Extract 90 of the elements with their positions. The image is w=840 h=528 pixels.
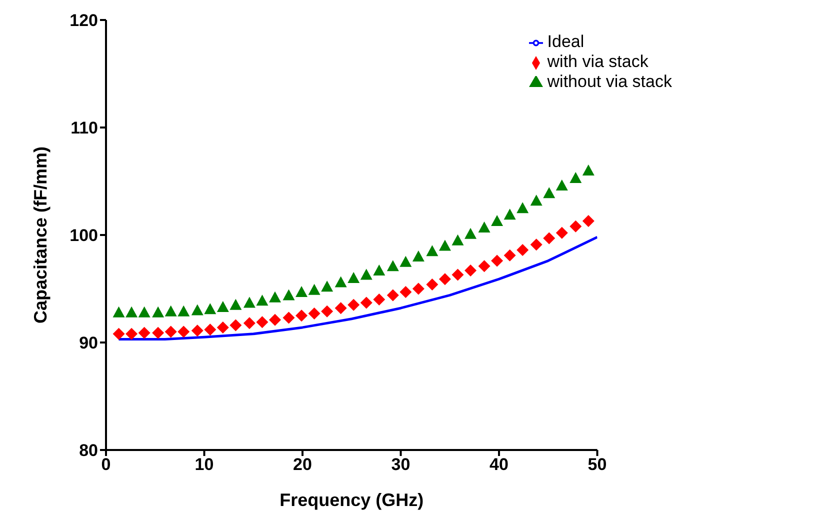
point xyxy=(308,307,320,320)
point xyxy=(464,228,477,239)
point xyxy=(216,321,229,334)
point xyxy=(321,305,334,318)
point xyxy=(296,286,308,297)
point xyxy=(296,310,308,322)
point xyxy=(243,317,256,330)
point xyxy=(570,172,582,184)
point xyxy=(478,221,490,232)
point xyxy=(164,305,177,316)
point xyxy=(334,302,347,314)
point xyxy=(282,312,295,324)
point xyxy=(308,284,320,295)
point xyxy=(178,326,190,338)
y-tick-label: 90 xyxy=(79,334,98,353)
point xyxy=(164,326,177,338)
point xyxy=(491,215,504,226)
x-tick-label: 10 xyxy=(194,455,214,474)
point xyxy=(268,291,281,302)
y-tick-label: 80 xyxy=(79,441,98,460)
x-axis-title: Frequency (GHz) xyxy=(280,490,424,510)
point xyxy=(126,328,138,340)
legend-label: without via stack xyxy=(547,72,672,91)
point xyxy=(386,260,399,272)
point xyxy=(138,306,150,318)
point xyxy=(256,316,268,328)
point xyxy=(204,303,216,314)
point xyxy=(360,268,372,280)
point xyxy=(570,220,582,232)
point xyxy=(530,194,542,206)
point xyxy=(178,305,190,316)
point xyxy=(268,314,281,326)
x-tick-label: 30 xyxy=(391,455,410,474)
point xyxy=(152,326,164,339)
point xyxy=(112,328,125,340)
point xyxy=(373,264,386,276)
point xyxy=(543,187,556,198)
point xyxy=(138,326,150,339)
x-tick-label: 40 xyxy=(490,455,508,474)
x-tick-label: 50 xyxy=(588,455,607,474)
point xyxy=(348,298,360,311)
point xyxy=(556,226,568,239)
point xyxy=(556,180,568,191)
point xyxy=(348,272,360,283)
point xyxy=(504,208,516,220)
point xyxy=(516,244,529,256)
point xyxy=(438,273,451,286)
point xyxy=(126,306,138,318)
point xyxy=(230,298,242,310)
point xyxy=(452,268,464,281)
point xyxy=(464,264,477,276)
point xyxy=(530,238,542,251)
point xyxy=(543,232,556,244)
point xyxy=(412,250,424,262)
point xyxy=(360,296,372,309)
point xyxy=(204,324,216,336)
point xyxy=(321,280,334,292)
point xyxy=(491,254,504,267)
y-tick-label: 110 xyxy=(70,118,98,138)
point xyxy=(373,294,386,306)
point xyxy=(243,296,256,308)
y-axis-title: Capacitance (fF/mm) xyxy=(30,146,50,324)
point xyxy=(282,289,295,300)
point xyxy=(400,256,412,267)
point xyxy=(478,260,490,272)
y-tick-label: 120 xyxy=(70,11,98,30)
point xyxy=(412,282,424,295)
point xyxy=(112,306,125,318)
point xyxy=(230,319,242,332)
legend-label: Ideal xyxy=(547,32,584,51)
point xyxy=(191,304,204,316)
point xyxy=(334,276,347,288)
point xyxy=(400,286,412,298)
point xyxy=(582,215,594,228)
point xyxy=(216,301,229,312)
point xyxy=(256,294,268,306)
point xyxy=(426,278,438,290)
point xyxy=(426,245,438,256)
point xyxy=(452,234,464,246)
point xyxy=(582,164,594,176)
point xyxy=(438,240,451,251)
x-tick-label: 20 xyxy=(293,455,312,474)
legend-label: with via stack xyxy=(547,52,648,71)
x-tick-label: 0 xyxy=(101,455,111,474)
point xyxy=(191,324,204,337)
point xyxy=(516,202,529,214)
point xyxy=(152,306,164,318)
point xyxy=(504,249,516,262)
point xyxy=(386,289,399,302)
y-tick-label: 100 xyxy=(70,226,98,246)
